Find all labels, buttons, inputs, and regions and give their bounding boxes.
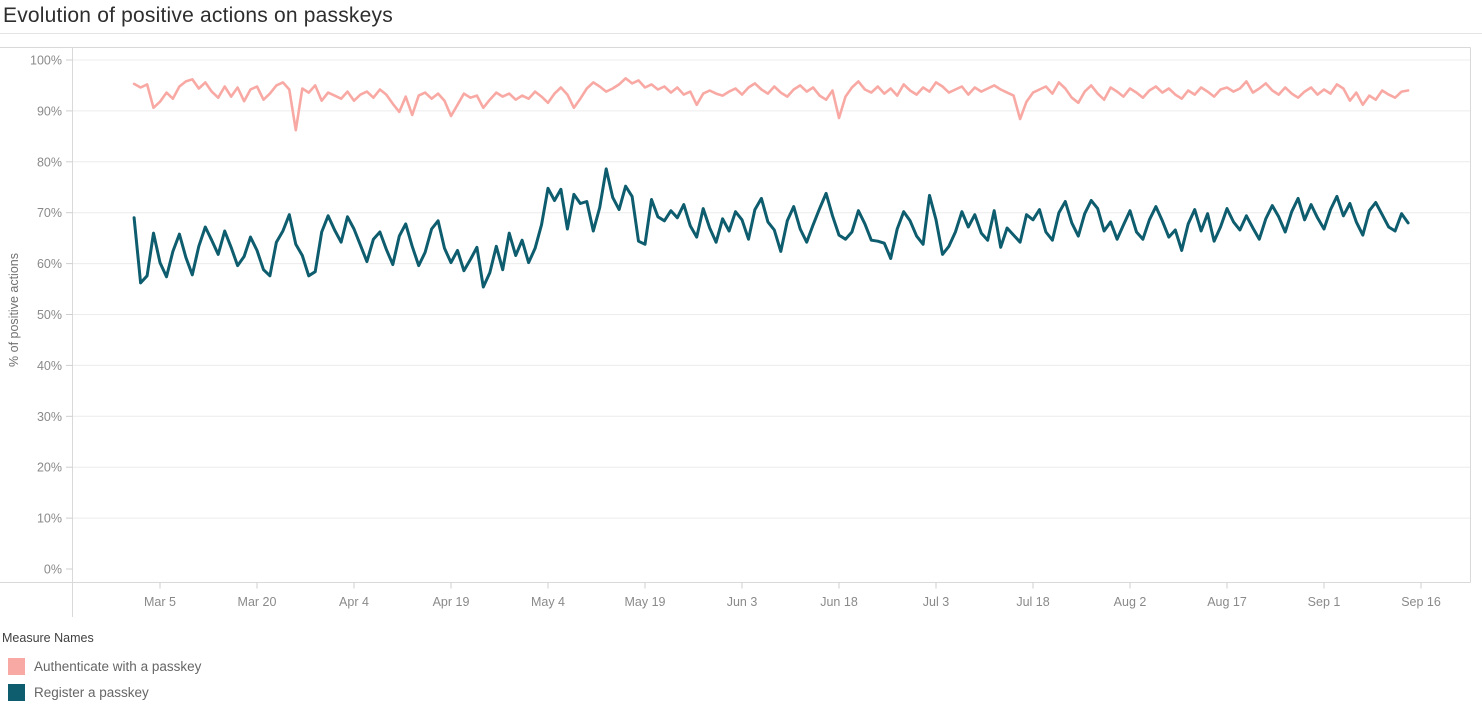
y-tick-label: 60%: [37, 257, 62, 271]
x-tick-label: Jun 18: [820, 595, 858, 609]
series-line-authenticate[interactable]: [132, 77, 1410, 132]
legend-item-authenticate[interactable]: Authenticate with a passkey: [0, 653, 420, 679]
y-tick-label: 10%: [37, 512, 62, 526]
y-tick-label: 20%: [37, 461, 62, 475]
legend-title: Measure Names: [2, 631, 94, 645]
x-tick-label: Jul 18: [1016, 595, 1049, 609]
x-tick-label: Aug 17: [1207, 595, 1247, 609]
x-tick-label: Aug 2: [1114, 595, 1147, 609]
y-tick-label: 80%: [37, 155, 62, 169]
x-tick-label: May 4: [531, 595, 565, 609]
x-tick-label: Jun 3: [727, 595, 758, 609]
x-tick-label: May 19: [625, 595, 666, 609]
x-tick-label: Mar 20: [238, 595, 277, 609]
y-tick-label: 70%: [37, 206, 62, 220]
x-tick-label: Sep 16: [1401, 595, 1441, 609]
chart-title: Evolution of positive actions on passkey…: [3, 4, 393, 27]
y-tick-label: 30%: [37, 410, 62, 424]
legend-swatch-authenticate-icon: [8, 657, 25, 675]
chart-title-bar: Evolution of positive actions on passkey…: [0, 0, 1482, 34]
x-tick-label: Sep 1: [1308, 595, 1341, 609]
series-line-register[interactable]: [132, 167, 1410, 289]
y-tick-label: 40%: [37, 359, 62, 373]
legend-label-authenticate: Authenticate with a passkey: [34, 658, 202, 674]
legend-label-register: Register a passkey: [34, 684, 149, 700]
y-tick-label: 50%: [37, 308, 62, 322]
legend-item-register[interactable]: Register a passkey: [0, 679, 420, 705]
y-tick-label: 100%: [30, 54, 62, 68]
x-tick-label: Apr 4: [339, 595, 369, 609]
x-tick-label: Apr 19: [433, 595, 470, 609]
y-tick-label: 0%: [44, 563, 62, 577]
y-tick-label: 90%: [37, 104, 62, 118]
x-tick-label: Mar 5: [144, 595, 176, 609]
x-tick-label: Jul 3: [923, 595, 949, 609]
y-axis-title: % of positive actions: [7, 253, 21, 367]
legend-swatch-register-icon: [8, 683, 25, 701]
legend: Measure Names Authenticate with a passke…: [0, 631, 420, 705]
